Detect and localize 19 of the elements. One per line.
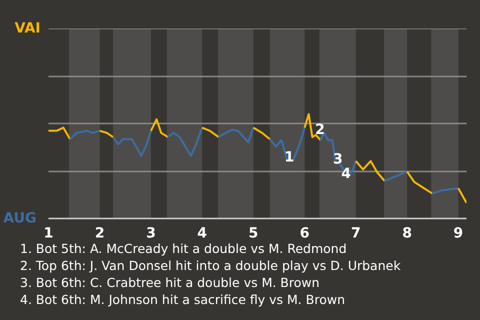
text: 3. Bot 6th: C. Crabtree hit a double vs M. Brown [20, 275, 320, 290]
x-tick-label: 3 [146, 226, 156, 242]
x-tick-label: 7 [350, 226, 361, 242]
text: 1. Bot 5th: A. McCready hit a double vs M. Redmond [20, 241, 347, 256]
x-tick-label: 9 [453, 226, 464, 242]
text: 4. Bot 6th: M. Johnson hit a sacrifice fly vs M. Brown [20, 292, 345, 307]
x-tick-label: 5 [248, 226, 258, 242]
x-tick-label: 2 [94, 226, 105, 242]
text: 2. Top 6th: J. Van Donsel hit into a double play vs D. Urbanek [20, 258, 401, 273]
annotation: 3 [333, 151, 343, 168]
annotation: 4 [341, 166, 352, 182]
annotation: 2 [315, 122, 325, 138]
x-tick-label: 6 [300, 226, 310, 242]
x-tick-label: 8 [402, 226, 412, 242]
y-axis-title: AUG [3, 210, 36, 226]
annotation: 1 [284, 149, 294, 166]
ref-line-label: VAI [14, 20, 41, 36]
x-tick-label: 4 [197, 226, 208, 242]
x-tick-label: 1 [44, 226, 54, 242]
